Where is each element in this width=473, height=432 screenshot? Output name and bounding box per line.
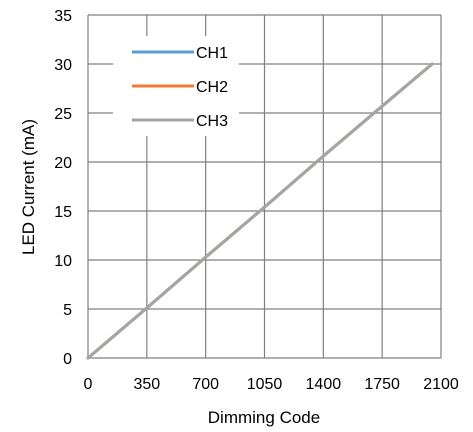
x-tick-label: 1050 bbox=[247, 376, 283, 393]
legend: CH1 CH2 CH3 bbox=[113, 36, 239, 136]
x-tick-label: 0 bbox=[84, 376, 93, 393]
y-tick-label: 0 bbox=[63, 351, 72, 368]
y-tick-label: 5 bbox=[63, 302, 72, 319]
y-tick-labels: 0 5 10 15 20 25 30 35 bbox=[54, 8, 72, 368]
y-tick-label: 25 bbox=[54, 106, 72, 123]
y-tick-label: 35 bbox=[54, 8, 72, 25]
y-tick-label: 30 bbox=[54, 57, 72, 74]
y-tick-label: 10 bbox=[54, 253, 72, 270]
x-tick-label: 700 bbox=[192, 376, 219, 393]
y-tick-label: 20 bbox=[54, 155, 72, 172]
x-tick-label: 1750 bbox=[364, 376, 400, 393]
y-axis-title: LED Current (mA) bbox=[19, 119, 38, 255]
series-line-ch3 bbox=[86, 62, 434, 360]
x-tick-label: 2100 bbox=[423, 376, 459, 393]
x-tick-labels: 0 350 700 1050 1400 1750 2100 bbox=[84, 376, 459, 393]
x-axis-title: Dimming Code bbox=[208, 408, 320, 427]
y-tick-label: 15 bbox=[54, 204, 72, 221]
x-tick-label: 350 bbox=[133, 376, 160, 393]
series-layer bbox=[86, 62, 434, 360]
legend-label-ch2: CH2 bbox=[196, 79, 228, 96]
legend-label-ch3: CH3 bbox=[196, 113, 228, 130]
legend-label-ch1: CH1 bbox=[196, 45, 228, 62]
x-tick-label: 1400 bbox=[306, 376, 342, 393]
